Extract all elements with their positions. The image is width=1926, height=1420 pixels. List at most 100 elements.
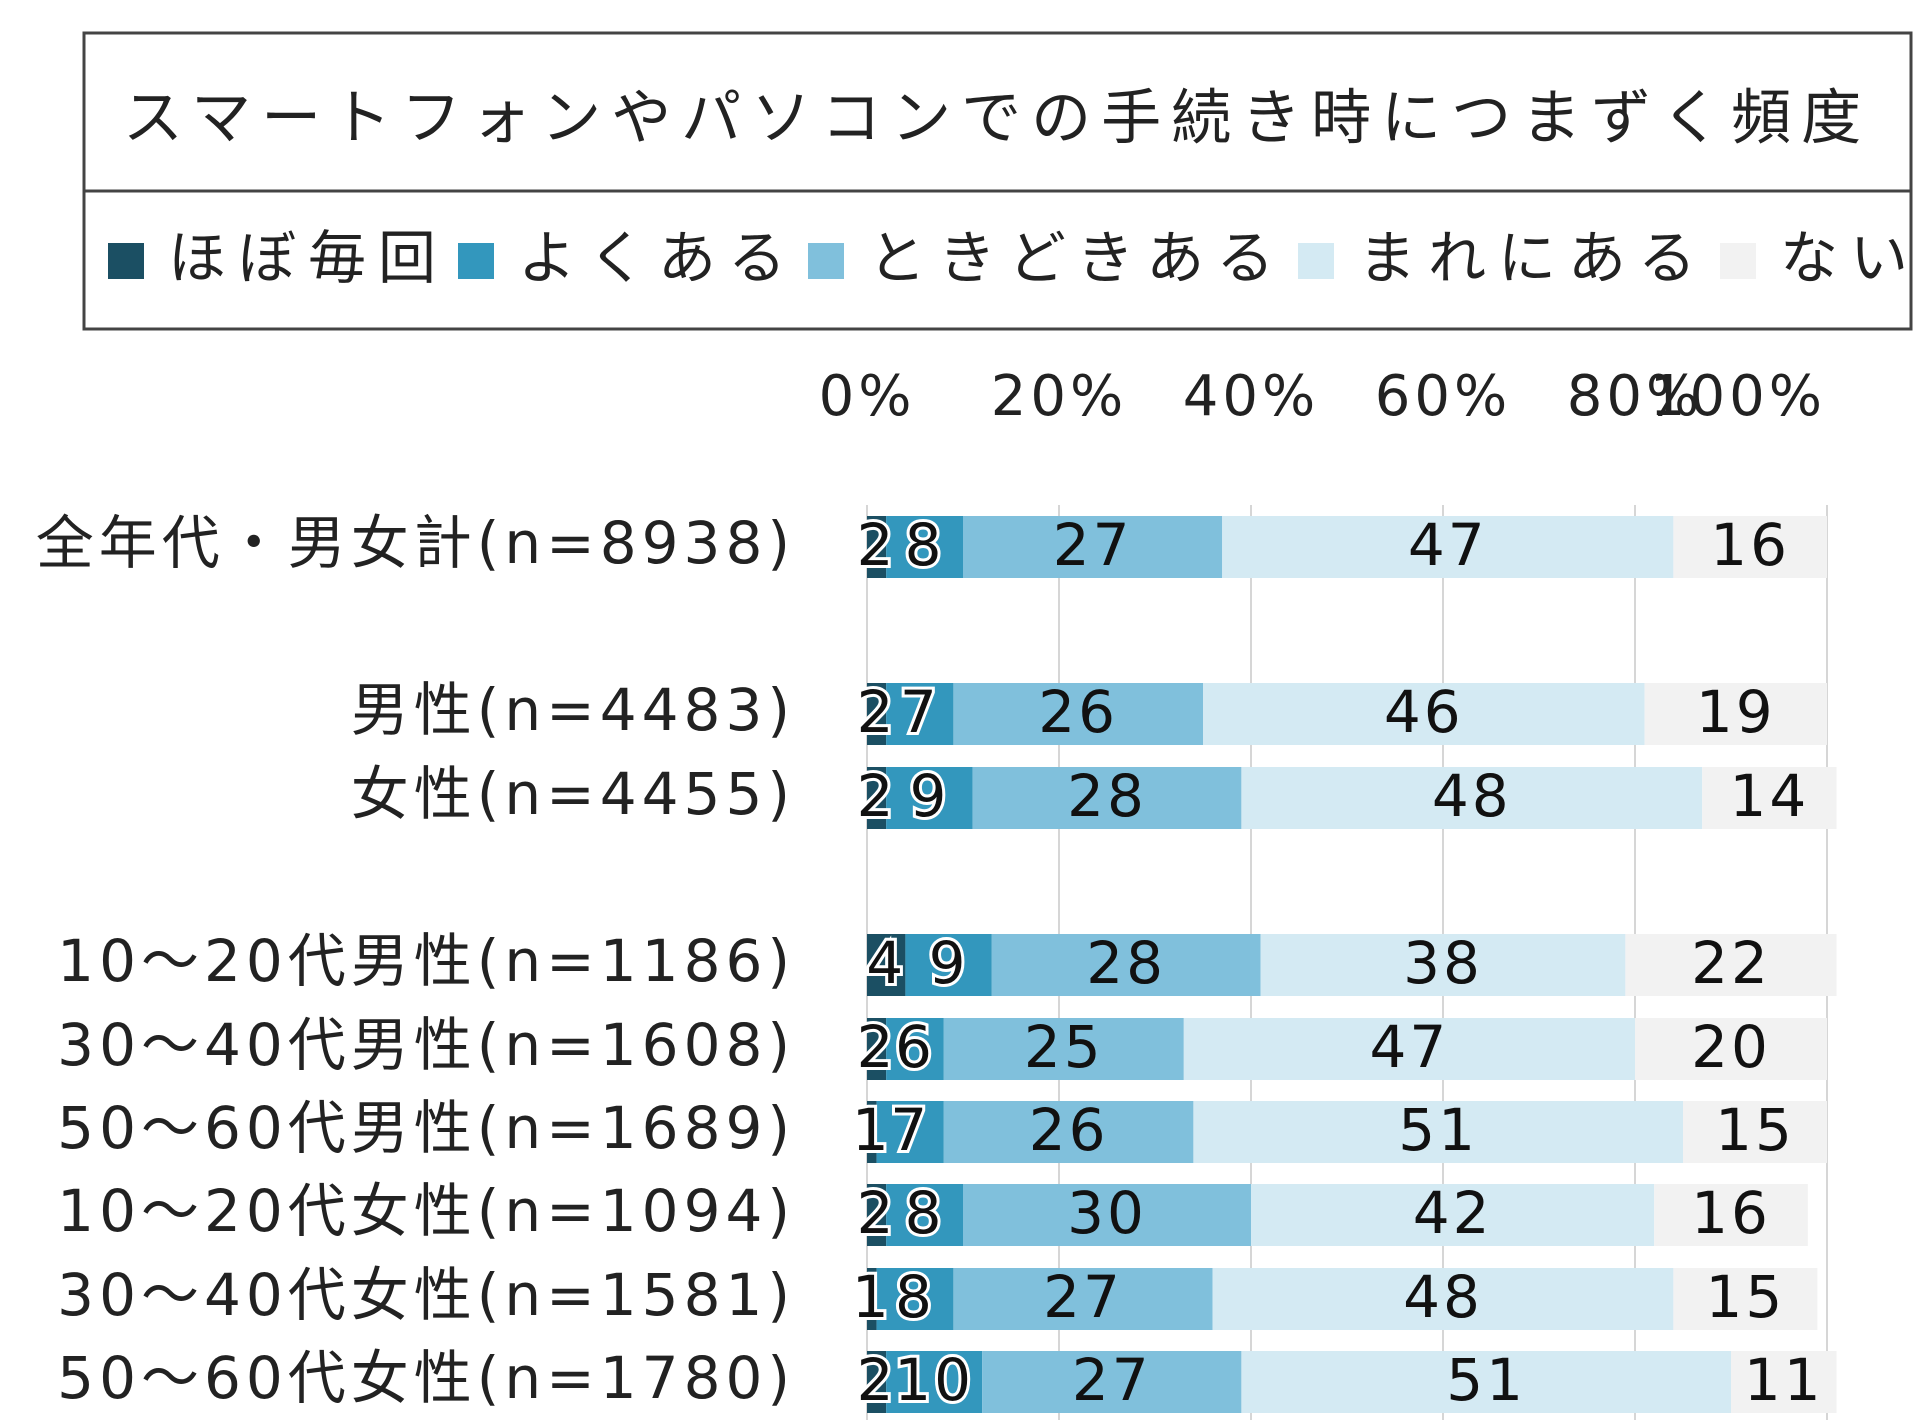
row-label: 30～40代男性(n=1608) <box>57 1011 795 1079</box>
bar-segment <box>886 516 963 578</box>
value-label: 15 <box>1705 1263 1785 1331</box>
tick-label: 40% <box>1183 364 1319 429</box>
value-label: 2 <box>857 1013 897 1081</box>
bar-segment <box>1654 1184 1808 1246</box>
row-label: 全年代・男女計(n=8938) <box>36 509 795 577</box>
value-label: 6 <box>895 1013 935 1081</box>
row-label: 10～20代男性(n=1186) <box>57 927 795 995</box>
value-label: 11 <box>1744 1346 1824 1414</box>
legend-swatch <box>458 243 494 279</box>
bar-segment <box>1644 683 1827 745</box>
value-label: 16 <box>1691 1179 1771 1247</box>
bar-segment <box>886 1351 983 1413</box>
value-label: 8 <box>905 1179 945 1247</box>
row-labels: 全年代・男女計(n=8938) 男性(n=4483) 女性(n=4455) 10～20… <box>36 509 795 1412</box>
bar-segment <box>1241 767 1703 829</box>
value-label: 22 <box>1691 929 1771 997</box>
value-label: 1 <box>852 1263 892 1331</box>
legend-swatch <box>1298 243 1334 279</box>
value-label: 2 <box>857 511 897 579</box>
bar-segment <box>1241 1351 1731 1413</box>
bar-segment <box>867 767 887 829</box>
value-label: 15 <box>1715 1096 1795 1164</box>
value-label: 2 <box>857 1346 897 1414</box>
value-label: 10 <box>894 1346 974 1414</box>
row-label: 10～20代女性(n=1094) <box>57 1177 795 1245</box>
value-label: 2 <box>857 678 897 746</box>
value-label: 14 <box>1729 762 1809 830</box>
bar-segment <box>1260 934 1626 996</box>
bar-segment <box>867 516 887 578</box>
legend-label: ほぼ毎回 <box>168 224 448 292</box>
value-label: 1 <box>852 1096 892 1164</box>
value-label: 26 <box>1038 678 1118 746</box>
bar-segment <box>963 516 1223 578</box>
value-label: 48 <box>1403 1263 1483 1331</box>
bar-segment <box>867 1018 887 1080</box>
bar-segment <box>905 934 992 996</box>
value-label: 42 <box>1413 1179 1493 1247</box>
bar-segment <box>991 934 1261 996</box>
bar-segment <box>1183 1018 1635 1080</box>
bar-segment <box>1683 1101 1827 1163</box>
bar-segment <box>886 767 973 829</box>
value-label: 7 <box>890 1096 930 1164</box>
value-label: 2 <box>857 762 897 830</box>
bar-segment <box>1203 683 1645 745</box>
row-label: 30～40代女性(n=1581) <box>57 1261 795 1329</box>
bar-segment <box>867 1351 887 1413</box>
row-label: 50～60代男性(n=1689) <box>57 1094 795 1162</box>
title-box <box>82 31 1913 193</box>
bar-segment <box>876 1268 954 1330</box>
value-label: 9 <box>929 929 969 997</box>
bar-segment <box>1635 1018 1827 1080</box>
value-label: 27 <box>1072 1346 1152 1414</box>
bar-segments <box>867 516 1837 1413</box>
bar-segment <box>953 1268 1213 1330</box>
value-label: 38 <box>1403 929 1483 997</box>
bar-segment <box>1222 516 1674 578</box>
bar-segment <box>1212 1268 1674 1330</box>
bar-segment <box>886 1018 944 1080</box>
value-label: 47 <box>1408 511 1488 579</box>
value-label: 46 <box>1384 678 1464 746</box>
bar-segment <box>953 683 1203 745</box>
value-label: 51 <box>1446 1346 1526 1414</box>
value-label: 25 <box>1024 1013 1104 1081</box>
legend-label: よくある <box>518 224 798 292</box>
tick-label: 60% <box>1375 364 1511 429</box>
value-label: 51 <box>1398 1096 1478 1164</box>
bar-segment <box>963 1184 1251 1246</box>
bar-segment <box>1193 1101 1683 1163</box>
value-label: 28 <box>1086 929 1166 997</box>
bar-segment <box>1251 1184 1655 1246</box>
value-label: 4 <box>866 929 906 997</box>
value-label: 27 <box>1043 1263 1123 1331</box>
bar-segment <box>876 1101 944 1163</box>
bar-segment <box>972 767 1242 829</box>
value-label: 2 <box>857 1179 897 1247</box>
bar-segment <box>886 1184 963 1246</box>
tick-label: 100% <box>1650 364 1826 429</box>
value-label: 8 <box>895 1263 935 1331</box>
value-label: 20 <box>1691 1013 1771 1081</box>
bar-segment <box>1673 516 1827 578</box>
tick-label: 0% <box>819 364 916 429</box>
value-label: 9 <box>909 762 949 830</box>
bar-segment <box>886 683 954 745</box>
legend: ほぼ毎回 よくある ときどきある まれにある ない <box>108 224 1908 292</box>
value-label: 30 <box>1067 1179 1147 1247</box>
bar-segment <box>867 1184 887 1246</box>
bar-segment <box>1673 1268 1818 1330</box>
row-label: 50～60代女性(n=1780) <box>57 1344 795 1412</box>
tick-label: 20% <box>991 364 1127 429</box>
legend-swatch <box>808 243 844 279</box>
legend-swatch <box>1720 243 1756 279</box>
row-label: 女性(n=4455) <box>351 760 795 828</box>
bar-segment <box>982 1351 1242 1413</box>
bar-segment <box>943 1018 1184 1080</box>
bar-segment <box>1702 767 1837 829</box>
bar-segment <box>867 1101 877 1163</box>
